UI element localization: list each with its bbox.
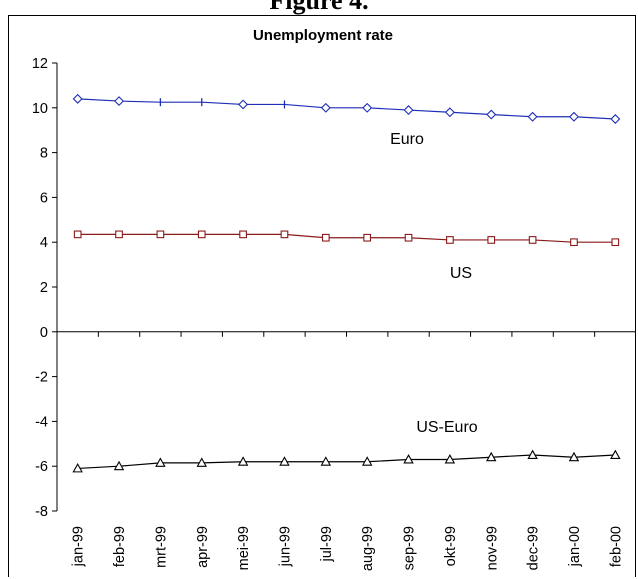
x-tick-label: apr-99 (195, 526, 211, 568)
series-line (77, 233, 616, 243)
data-point-square (321, 233, 330, 242)
data-point-triangle (486, 451, 497, 462)
data-point-square (528, 236, 537, 244)
data-point-square (487, 236, 496, 244)
data-point-diamond (527, 111, 538, 122)
series-label-us-euro: US-Euro (416, 419, 477, 436)
data-point-triangle (444, 454, 456, 464)
data-point-diamond (403, 105, 414, 116)
axes (52, 62, 635, 512)
x-tick-label: jun-99 (277, 526, 293, 567)
data-point-diamond (610, 114, 621, 124)
data-point-square (239, 230, 247, 239)
y-tick-label: 4 (40, 235, 48, 251)
y-tick-label: 0 (40, 325, 48, 341)
x-tick-label: jan-00 (567, 526, 583, 567)
data-point-triangle (527, 449, 538, 459)
y-tick-label: -8 (35, 504, 48, 520)
data-point-triangle (113, 460, 125, 471)
x-tick-label: mei-99 (236, 526, 252, 570)
data-point-diamond (362, 102, 373, 113)
data-point-square (446, 236, 454, 244)
data-point-square (570, 238, 578, 247)
series-line (77, 98, 616, 120)
y-tick-label: 12 (32, 56, 48, 72)
x-tick-label: okt-99 (443, 526, 459, 566)
data-point-triangle (72, 463, 83, 473)
y-tick-label: 6 (40, 190, 48, 206)
data-point-square (115, 230, 123, 239)
data-point-square (280, 230, 289, 239)
series-lines (72, 93, 621, 473)
x-tick-label: aug-99 (360, 526, 376, 571)
x-tick-label: mrt-99 (153, 526, 169, 568)
data-point-triangle (320, 456, 332, 466)
data-point-square (156, 230, 165, 239)
series-label-euro: Euro (390, 131, 424, 148)
figure-title: Figure 4. (269, 0, 369, 15)
chart-title: Unemployment rate (253, 27, 393, 44)
tick-labels: 12 10 8 6 4 2 0 -2 -4 -6 -8 jan-99 feb-99 mrt-99 apr-9… (32, 56, 624, 571)
data-point-square (73, 230, 82, 239)
data-point-diamond (72, 93, 83, 104)
data-point-triangle (237, 456, 249, 466)
data-point-square (197, 230, 206, 239)
x-tick-label: feb-00 (608, 526, 624, 567)
data-point-square (363, 233, 372, 242)
series-labels: Euro US US-Euro (390, 131, 478, 436)
data-point-triangle (196, 457, 207, 467)
series-euro (72, 93, 621, 124)
series-label-us: US (450, 265, 472, 282)
y-tick-label: 2 (40, 280, 48, 296)
y-tick-label: 8 (40, 146, 48, 162)
y-tick-label: -4 (35, 414, 48, 430)
data-point-triangle (361, 456, 373, 466)
x-tick-label: sep-99 (402, 526, 418, 570)
data-point-diamond (444, 107, 455, 118)
series-us-euro (72, 449, 621, 473)
x-tick-label: nov-99 (484, 526, 500, 570)
data-point-triangle (403, 454, 414, 464)
y-tick-label: -2 (35, 370, 48, 386)
series-line (77, 454, 616, 470)
data-point-diamond (320, 102, 331, 113)
x-tick-label: jul-99 (319, 526, 335, 562)
data-point-triangle (279, 456, 290, 466)
y-tick-label: 10 (32, 101, 48, 117)
data-point-diamond (114, 96, 125, 107)
data-point-triangle (155, 457, 166, 467)
x-tick-label: feb-99 (112, 526, 128, 567)
line-chart: Unemployment rate 12 10 8 6 4 2 0 -2 -4 -6 -8 jan-9… (32, 27, 635, 571)
series-us (73, 230, 620, 247)
data-point-diamond (238, 99, 249, 110)
x-tick-label: jan-99 (71, 526, 87, 567)
data-point-triangle (610, 449, 621, 459)
data-point-triangle (568, 451, 580, 462)
data-point-square (611, 238, 620, 247)
chart-frame: Unemployment rate 12 10 8 6 4 2 0 -2 -4 -6 -8 jan-9… (8, 15, 636, 577)
x-tick-label: dec-99 (526, 526, 542, 570)
data-point-diamond (568, 111, 579, 122)
y-tick-label: -6 (35, 459, 48, 475)
data-point-square (404, 233, 413, 242)
data-point-diamond (486, 109, 497, 120)
